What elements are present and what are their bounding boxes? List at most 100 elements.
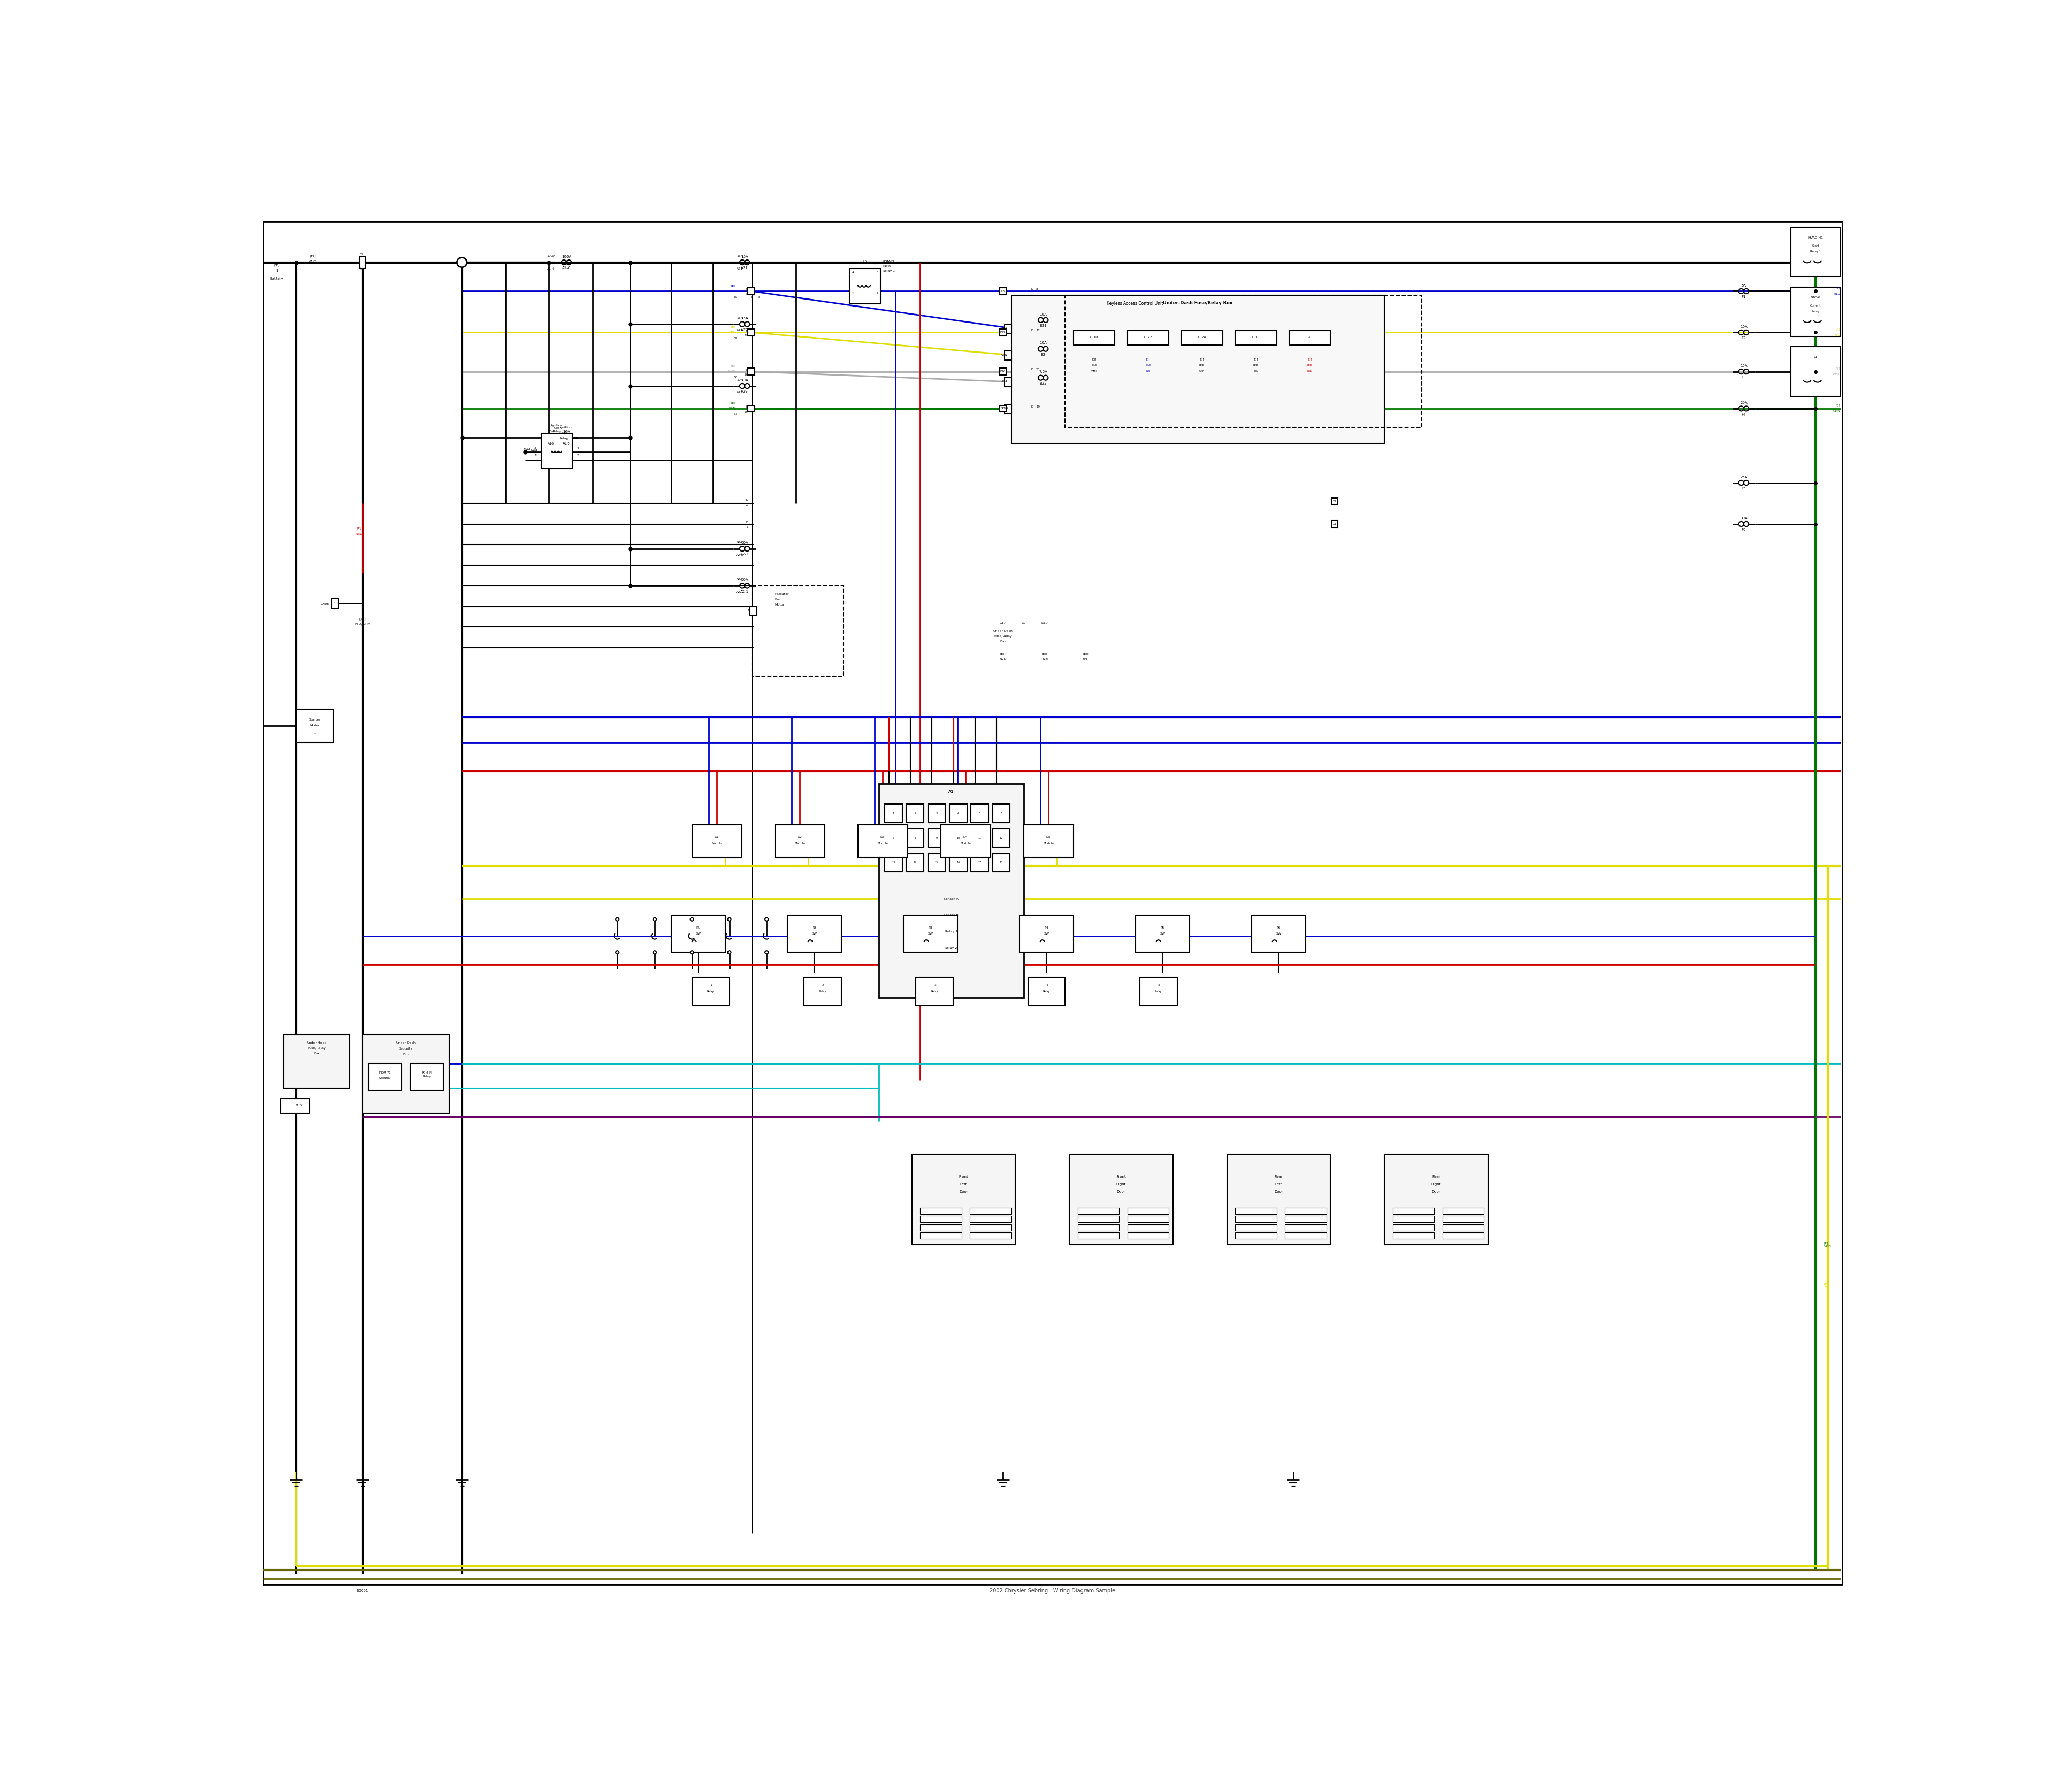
Bar <box>1078 1217 1119 1222</box>
Bar <box>362 1034 450 1113</box>
Bar <box>1251 916 1306 952</box>
Text: T2: T2 <box>822 984 824 987</box>
Text: D: D <box>746 498 748 502</box>
Bar <box>920 1233 961 1238</box>
Text: WHT: WHT <box>727 371 735 373</box>
Text: Ignition: Ignition <box>559 426 573 428</box>
Bar <box>916 977 953 1005</box>
Text: [EJ]: [EJ] <box>357 527 362 529</box>
Text: [E]
YEL: [E] YEL <box>1824 1283 1830 1288</box>
Text: C 10: C 10 <box>1091 337 1099 339</box>
Text: Door: Door <box>959 1190 967 1193</box>
Text: Box: Box <box>403 1054 409 1055</box>
Circle shape <box>727 918 731 921</box>
Text: Relay: Relay <box>423 1075 431 1079</box>
Text: D: D <box>746 405 748 409</box>
Bar <box>1004 351 1011 360</box>
Text: [E]: [E] <box>731 326 735 328</box>
Text: 42: 42 <box>733 414 737 416</box>
Text: SW: SW <box>1161 932 1165 935</box>
Text: D26: D26 <box>1000 371 1006 373</box>
Text: Relay: Relay <box>820 991 826 993</box>
Bar <box>1140 977 1177 1005</box>
Bar <box>972 828 988 848</box>
Text: 14: 14 <box>914 862 916 864</box>
Bar <box>1286 1233 1327 1238</box>
Text: BLU: BLU <box>1834 292 1840 296</box>
Bar <box>969 1208 1011 1215</box>
Text: Under-Dash Fuse/Relay Box: Under-Dash Fuse/Relay Box <box>1163 301 1232 305</box>
Text: D: D <box>752 296 754 297</box>
Text: 19: 19 <box>744 410 748 414</box>
Bar <box>692 977 729 1005</box>
Bar <box>1791 348 1840 396</box>
Bar <box>672 916 725 952</box>
Bar <box>1070 1154 1173 1245</box>
Bar <box>1078 1233 1119 1238</box>
Text: 10A: 10A <box>1039 312 1048 315</box>
Bar <box>972 853 988 873</box>
Text: Relay 2: Relay 2 <box>945 946 957 950</box>
Bar <box>992 853 1011 873</box>
Text: BTC-G: BTC-G <box>1810 296 1820 299</box>
Text: Security: Security <box>380 1077 390 1079</box>
Text: [E]: [E] <box>731 285 735 287</box>
Bar <box>752 586 844 676</box>
Text: D: D <box>1031 289 1033 290</box>
Text: Main: Main <box>883 265 891 267</box>
Text: 10: 10 <box>957 837 959 839</box>
Text: SW: SW <box>928 932 933 935</box>
Text: P4: P4 <box>1043 926 1048 928</box>
Text: SW: SW <box>1043 932 1050 935</box>
Text: Sensor B: Sensor B <box>943 914 959 916</box>
Bar <box>750 606 756 615</box>
Bar <box>1331 521 1337 527</box>
Bar <box>1442 1217 1483 1222</box>
Text: 60A: 60A <box>741 541 748 545</box>
Text: D: D <box>746 369 748 371</box>
Bar <box>1442 1233 1483 1238</box>
Text: D: D <box>746 330 748 332</box>
Text: C 22: C 22 <box>1144 337 1152 339</box>
Text: PGM-FI: PGM-FI <box>421 1072 431 1073</box>
Bar <box>1393 1224 1434 1231</box>
Text: 12: 12 <box>1035 330 1039 332</box>
Text: 18: 18 <box>1000 862 1002 864</box>
Text: F10: F10 <box>1002 407 1009 410</box>
Text: T4: T4 <box>1045 984 1048 987</box>
Text: 12: 12 <box>744 335 748 337</box>
Text: P5: P5 <box>1161 926 1165 928</box>
Text: D19: D19 <box>1000 407 1006 410</box>
Text: RED: RED <box>1306 369 1313 373</box>
Text: 19: 19 <box>1035 405 1039 409</box>
Text: Starter: Starter <box>308 719 320 720</box>
Text: 10A: 10A <box>737 378 744 382</box>
Bar <box>1791 287 1840 337</box>
Text: D1: D1 <box>1333 523 1337 525</box>
Text: [EE]: [EE] <box>359 618 366 620</box>
Text: BRB: BRB <box>1091 364 1097 366</box>
Text: GRN: GRN <box>727 407 735 410</box>
Circle shape <box>690 918 694 921</box>
Text: A2-1: A2-1 <box>739 590 750 593</box>
Text: 16: 16 <box>957 862 959 864</box>
Text: BRB: BRB <box>1200 364 1204 366</box>
Bar <box>1000 369 1006 375</box>
Bar <box>850 269 881 303</box>
Text: 26: 26 <box>1035 367 1039 371</box>
Text: Security: Security <box>398 1047 413 1050</box>
Bar <box>928 853 945 873</box>
Text: F3: F3 <box>1742 376 1746 378</box>
Text: Relay: Relay <box>559 437 569 439</box>
Bar <box>1004 405 1011 414</box>
Text: WHT: WHT <box>308 260 316 262</box>
Text: Module: Module <box>1043 842 1054 844</box>
Text: Fuse/Relay: Fuse/Relay <box>308 1047 327 1050</box>
Text: 100A: 100A <box>561 254 571 258</box>
Text: Fuse/Relay: Fuse/Relay <box>994 634 1013 638</box>
Text: P2: P2 <box>811 926 815 928</box>
Bar <box>885 853 902 873</box>
Text: 11: 11 <box>978 837 982 839</box>
Bar <box>1128 1224 1169 1231</box>
Text: [EI]: [EI] <box>1093 358 1097 360</box>
